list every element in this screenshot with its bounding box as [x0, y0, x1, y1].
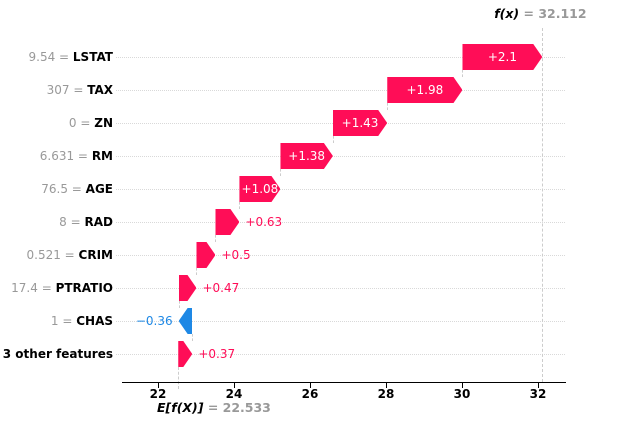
- feature-row-label: 0 = ZN: [0, 115, 113, 131]
- row-gridline-dotted: [116, 90, 565, 91]
- efx-value: = 22.533: [203, 400, 271, 415]
- feature-row-label: 307 = TAX: [0, 82, 113, 98]
- row-gridline-dotted: [116, 321, 565, 322]
- bar-value-label: −0.36: [135, 314, 173, 328]
- expected-value-annotation: E[f(X)] = 22.533: [157, 400, 271, 415]
- shap-bar-age: +1.08: [239, 176, 280, 202]
- feature-value: 76.5 =: [41, 182, 86, 196]
- feature-value: 17.4 =: [11, 281, 56, 295]
- feature-row-label: 6.631 = RM: [0, 148, 113, 164]
- feature-value: 6.631 =: [39, 149, 92, 163]
- x-tick-label: 28: [377, 387, 395, 401]
- connector-line: [280, 169, 282, 176]
- shap-bar-rad: [215, 209, 239, 235]
- x-tick-label: 22: [149, 387, 167, 401]
- shap-bar-ptratio: [179, 275, 197, 301]
- connector-line: [196, 268, 198, 275]
- x-tick-mark: [386, 383, 387, 388]
- row-gridline-dotted: [116, 189, 565, 190]
- connector-line: [462, 70, 464, 77]
- feature-name: ZN: [94, 116, 113, 130]
- x-tick-label: 26: [301, 387, 319, 401]
- feature-name: AGE: [85, 182, 113, 196]
- x-tick-label: 32: [529, 387, 547, 401]
- bar-value-label: +0.5: [221, 248, 251, 262]
- bar-value-label: +0.47: [202, 281, 240, 295]
- feature-value: 0 =: [68, 116, 95, 130]
- row-gridline-dotted: [116, 222, 565, 223]
- row-gridline-dotted: [116, 354, 565, 355]
- feature-name: CHAS: [76, 314, 113, 328]
- feature-value: 0.521 =: [26, 248, 79, 262]
- row-gridline-dotted: [116, 255, 565, 256]
- connector-line: [387, 103, 389, 110]
- shap-bar-crim: [196, 242, 215, 268]
- feature-value: 307 =: [46, 83, 88, 97]
- x-tick-mark: [462, 383, 463, 388]
- bar-value-label: +1.98: [406, 83, 444, 97]
- x-tick-mark: [310, 383, 311, 388]
- fx-dashed-line: [542, 28, 544, 382]
- feature-row-label: 0.521 = CRIM: [0, 247, 114, 263]
- feature-name: RM: [91, 149, 113, 163]
- connector-line: [215, 235, 217, 242]
- shap-bar-tax: +1.98: [387, 77, 462, 103]
- row-gridline-dotted: [116, 57, 565, 58]
- fx-symbol: f(x): [494, 6, 520, 21]
- x-axis-line: [122, 382, 566, 383]
- shap-bar-zn: +1.43: [333, 110, 387, 136]
- feature-row-label: 9.54 = LSTAT: [0, 49, 114, 65]
- feature-row-label: 1 = CHAS: [0, 313, 113, 329]
- bar-value-label: +1.08: [241, 182, 279, 196]
- feature-name: RAD: [84, 215, 114, 229]
- bar-value-label: +1.43: [341, 116, 379, 130]
- shap-bar-chas: [178, 308, 193, 334]
- feature-row-label: 17.4 = PTRATIO: [0, 280, 113, 296]
- feature-value: 1 =: [50, 314, 77, 328]
- connector-line: [239, 202, 241, 209]
- bar-value-label: +1.38: [288, 149, 326, 163]
- connector-line: [192, 334, 194, 341]
- feature-value: 9.54 =: [28, 50, 73, 64]
- feature-row-label: 8 = RAD: [0, 214, 113, 230]
- feature-row-label: 76.5 = AGE: [0, 181, 113, 197]
- row-gridline-dotted: [116, 156, 565, 157]
- connector-line: [178, 301, 180, 308]
- shap-bar-rm: +1.38: [280, 143, 332, 169]
- feature-name: TAX: [87, 83, 113, 97]
- feature-value: 8 =: [59, 215, 85, 229]
- efx-dashed-line: [178, 367, 180, 389]
- bar-value-label: +0.37: [198, 347, 236, 361]
- feature-name: LSTAT: [72, 50, 113, 64]
- x-tick-mark: [158, 383, 159, 388]
- x-tick-label: 24: [225, 387, 243, 401]
- fx-value: = 32.112: [519, 6, 587, 21]
- connector-line: [332, 136, 334, 143]
- bar-value-label: +0.63: [245, 215, 283, 229]
- shap-bar-3-other-features: [178, 341, 192, 367]
- feature-name: CRIM: [78, 248, 113, 262]
- feature-name: 3 other features: [2, 347, 113, 361]
- feature-row-label: 3 other features: [0, 346, 113, 362]
- efx-symbol: E[f(X)]: [157, 400, 204, 415]
- bar-value-label: +2.1: [487, 50, 517, 64]
- feature-name: PTRATIO: [55, 281, 113, 295]
- fx-annotation: f(x) = 32.112: [494, 6, 586, 21]
- x-tick-mark: [538, 383, 539, 388]
- x-tick-mark: [234, 383, 235, 388]
- shap-bar-lstat: +2.1: [462, 44, 542, 70]
- x-tick-label: 30: [453, 387, 471, 401]
- row-gridline-dotted: [116, 288, 565, 289]
